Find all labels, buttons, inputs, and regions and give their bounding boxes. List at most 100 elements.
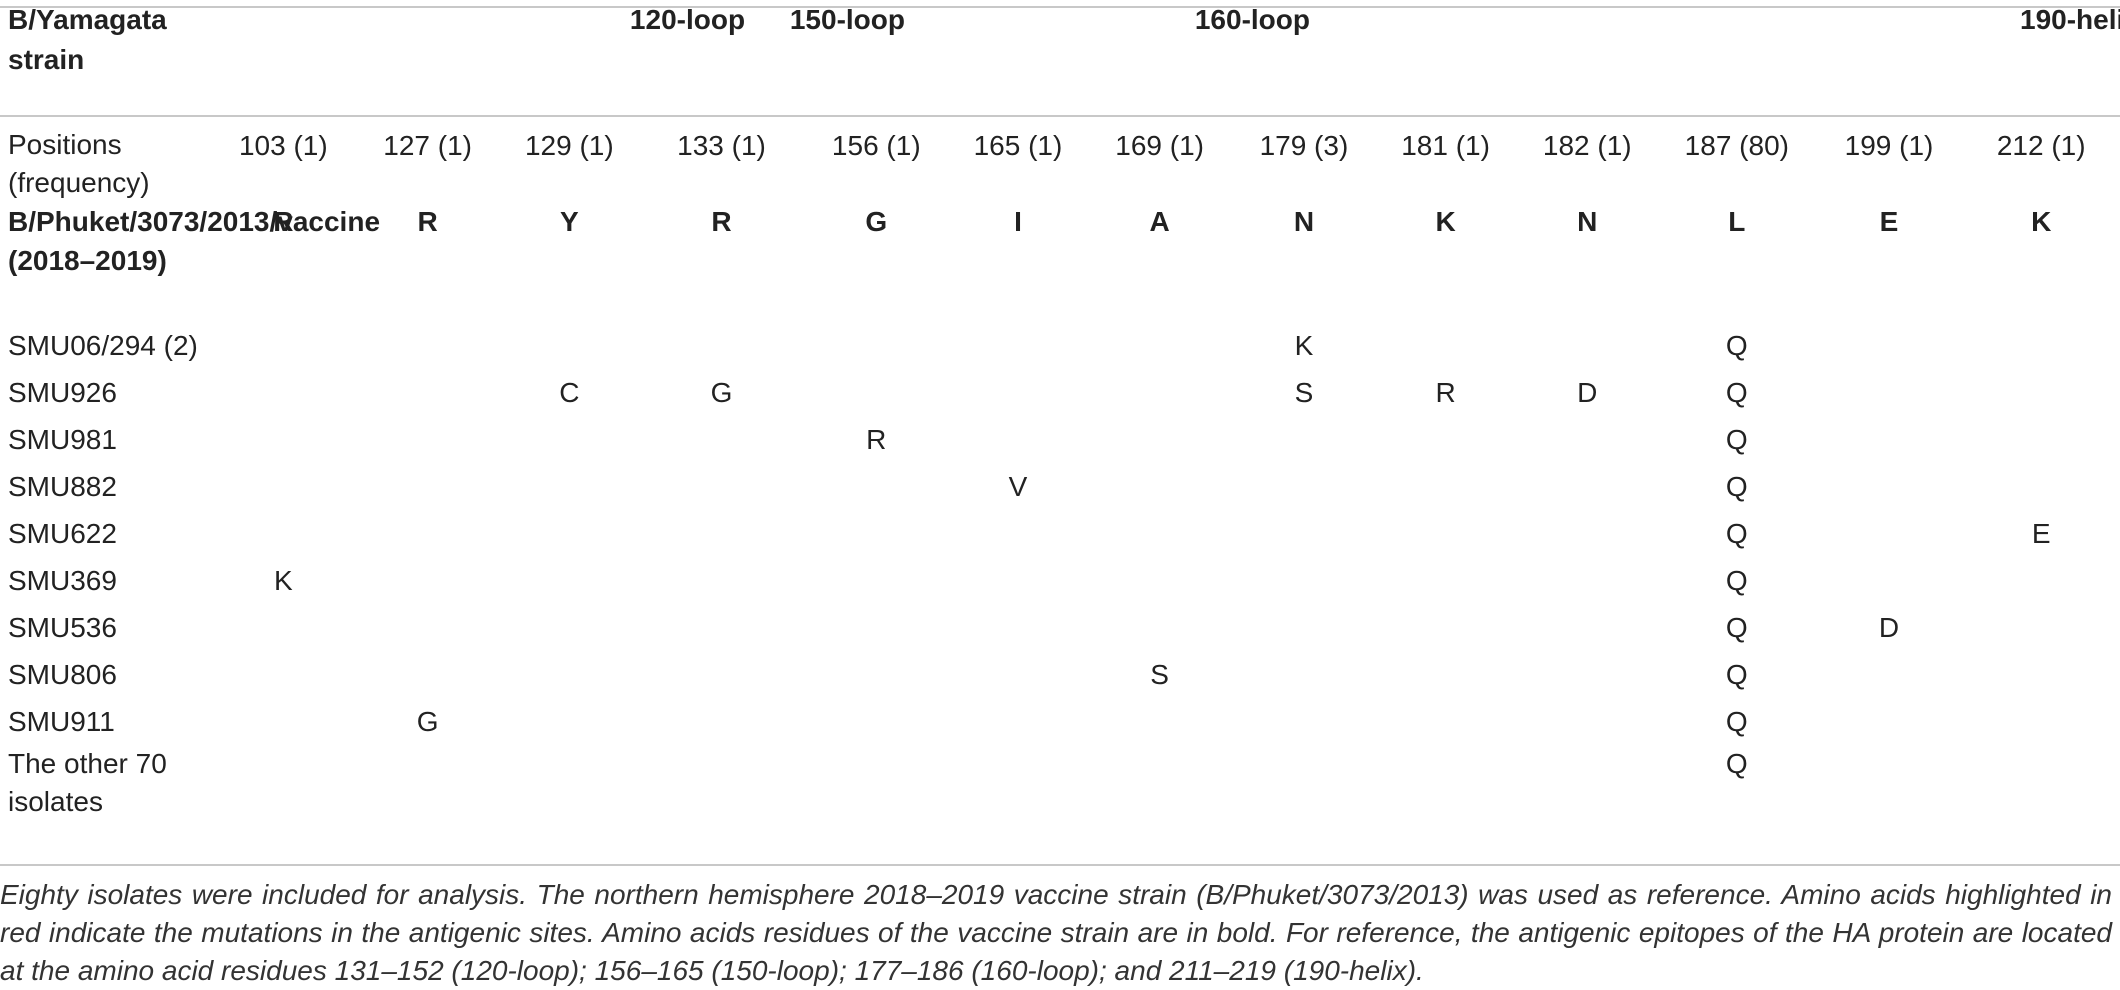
residue-cell [803,651,950,698]
reference-residue: G [865,206,888,237]
residue-cell: Q [1725,518,1748,549]
residue-cell [950,416,1086,463]
residue-cell: R [1435,377,1456,408]
isolate-name: SMU536 [8,612,117,643]
residue-cell [803,604,950,651]
residue-cell [803,510,950,557]
residue-cell: K [274,565,293,596]
residue-cell [1375,463,1517,510]
residue-cell [1086,604,1233,651]
residue-cell [357,463,499,510]
position-cell: 181 (1) [1401,130,1490,161]
residue-cell [1233,510,1375,557]
residue-cell [498,416,640,463]
residue-cell [498,745,640,825]
residue-cell [640,463,803,510]
residue-cell [803,698,950,745]
residue-cell [803,322,950,369]
residue-cell [1233,557,1375,604]
table-row: SMU06/294 (2) K Q [0,322,2120,369]
residue-cell: Q [1725,706,1748,737]
position-cell: 169 (1) [1115,130,1204,161]
residue-cell [640,604,803,651]
residue-cell [210,322,357,369]
mutation-table: B/Yamagata strain 120-loop 150-loop 160-… [0,0,2120,86]
residue-cell [357,745,499,825]
residue-cell [357,604,499,651]
residue-cell [803,557,950,604]
residue-cell: Q [1725,330,1748,361]
residue-cell [498,557,640,604]
residue-cell [1962,463,2120,510]
isolate-name: SMU911 [8,706,115,737]
residue-cell [357,510,499,557]
positions-label: Positions (frequency) [8,129,150,198]
residue-cell [1962,651,2120,698]
top-rule [0,6,2120,8]
residue-cell [640,651,803,698]
isolate-name: SMU06/294 (2) [8,330,198,361]
position-cell: 187 (80) [1684,130,1789,161]
isolate-name: SMU926 [8,377,117,408]
header-rule [0,115,2120,117]
residue-cell [1375,651,1517,698]
residue-cell [950,510,1086,557]
residue-cell: S [1294,377,1314,408]
residue-cell [803,463,950,510]
reference-residue: R [417,206,438,237]
residue-cell [1086,745,1233,825]
residue-cell: D [1878,612,1900,643]
residue-cell [1233,463,1375,510]
table-caption: Eighty isolates were included for analys… [0,879,2112,986]
residue-cell [210,604,357,651]
table-row: SMU911 G Q [0,698,2120,745]
residue-cell [1233,745,1375,825]
residue-cell: Q [1725,612,1748,643]
residue-cell [1816,369,1963,416]
residue-cell [357,651,499,698]
isolate-name: SMU806 [8,659,117,690]
loop-150-header: 150-loop [789,4,905,35]
residue-cell [1516,698,1658,745]
residue-cell [210,745,357,825]
reference-residue: A [1149,206,1170,237]
residue-cell [498,651,640,698]
residue-cell [1086,416,1233,463]
residue-cell [210,463,357,510]
residue-cell [1375,604,1517,651]
isolate-name: SMU369 [8,565,117,596]
residue-cell: Q [1725,565,1748,596]
loop-120-header: 120-loop [629,4,746,35]
residue-cell [1233,651,1375,698]
helix-190-header: 190-helix [2020,4,2120,35]
residue-cell [357,416,499,463]
position-cell: 165 (1) [973,130,1063,161]
residue-cell: Q [1725,748,1748,779]
position-cell: 156 (1) [831,130,921,161]
residue-cell [1516,322,1658,369]
residue-cell [210,369,357,416]
residue-cell [1816,510,1963,557]
residue-cell [1516,463,1658,510]
header-row: B/Yamagata strain 120-loop 150-loop 160-… [0,0,2120,86]
reference-row: B/Phuket/3073/2013/vaccine (2018–2019) R… [0,202,2120,322]
residue-cell [210,651,357,698]
isolate-name: SMU882 [8,471,117,502]
table-row: SMU926 C G S R D Q [0,369,2120,416]
residue-cell [1233,416,1375,463]
residue-cell [1233,604,1375,651]
position-cell: 127 (1) [383,130,472,161]
residue-cell [498,698,640,745]
residue-cell [1375,557,1517,604]
residue-cell [498,322,640,369]
residue-cell [950,745,1086,825]
residue-cell [1962,322,2120,369]
table-row: SMU536 Q D [0,604,2120,651]
residue-cell [498,510,640,557]
residue-cell [1816,557,1963,604]
residue-cell [950,322,1086,369]
isolate-name: The other 70 isolates [8,748,167,817]
residue-cell [1962,604,2120,651]
residue-cell [1375,416,1517,463]
residue-cell [1516,416,1658,463]
